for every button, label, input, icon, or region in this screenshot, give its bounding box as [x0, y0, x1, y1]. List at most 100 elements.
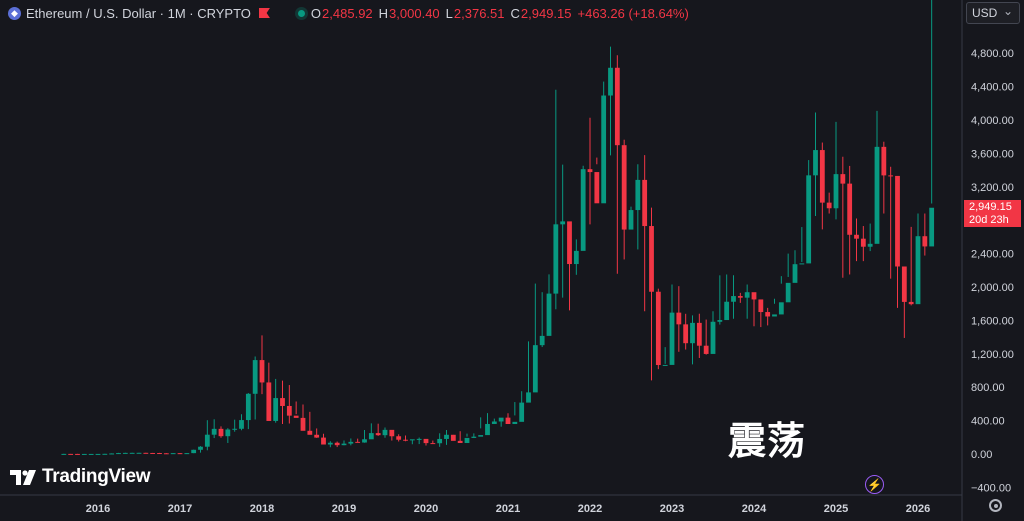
candle-body: [327, 442, 333, 445]
time-axis: 2016 2017 2018 2019 2020 2021 2022 2023 2024 2025…: [86, 503, 930, 515]
candle-body: [239, 420, 244, 429]
candle-body: [915, 236, 921, 305]
candle-body: [163, 453, 169, 455]
candle-body: [806, 175, 812, 264]
candle-body: [368, 433, 374, 440]
candle-body: [116, 453, 121, 455]
candle-body: [259, 360, 265, 383]
candle-body: [922, 236, 928, 247]
candle-body: [724, 301, 730, 321]
high-label: H: [378, 5, 389, 21]
candle-body: [341, 443, 347, 446]
candle-body: [307, 430, 313, 435]
candle-body: [403, 439, 408, 441]
price-tick-label: 3,600.00: [971, 148, 1014, 160]
candle-body: [478, 435, 484, 437]
candle-body: [177, 453, 183, 455]
time-tick-label: 2017: [168, 503, 192, 515]
last-price-tag: 2,949.15 20d 23h: [964, 200, 1021, 227]
time-tick-label: 2016: [86, 503, 110, 515]
candle-body: [300, 417, 306, 431]
candle-body: [321, 437, 326, 445]
status-dot-icon: [297, 9, 305, 17]
candles: [61, 0, 935, 455]
time-tick-label: 2022: [578, 503, 602, 515]
symbol-title[interactable]: Ethereum / U.S. Dollar · 1M · CRYPTO: [26, 5, 251, 21]
candle-body: [731, 296, 736, 302]
candle-body: [792, 264, 798, 283]
candle-body: [450, 434, 456, 441]
price-tick-label: 3,200.00: [971, 182, 1014, 194]
candle-body: [444, 434, 449, 439]
candle-body: [273, 398, 279, 421]
candle-body: [860, 238, 866, 247]
candle-body: [334, 442, 340, 446]
candle-body: [888, 175, 894, 177]
candle-body: [799, 263, 805, 265]
candle-body: [362, 439, 367, 443]
candle-body: [355, 441, 361, 443]
candle-body: [901, 266, 907, 302]
candle-body: [867, 243, 873, 247]
currency-select[interactable]: USD: [966, 2, 1020, 24]
candle-body: [457, 440, 463, 444]
close-label: C: [510, 5, 520, 21]
price-tick-label: −400.00: [971, 482, 1011, 494]
candle-body: [416, 438, 422, 440]
last-price-value: 2,949.15: [969, 201, 1012, 213]
candle-body: [833, 174, 839, 209]
candle-body: [580, 169, 586, 251]
low-value: 2,376.51: [453, 5, 505, 21]
candle-body: [608, 67, 613, 96]
flag-icon[interactable]: [258, 8, 270, 18]
candle-body: [150, 452, 156, 454]
settings-icon[interactable]: [989, 499, 1002, 512]
candle-body: [512, 421, 518, 425]
candle-body: [348, 441, 354, 444]
open-value: 2,485.92: [322, 5, 373, 21]
candle-body: [314, 434, 320, 438]
candle-body: [423, 438, 429, 444]
candle-body: [594, 172, 600, 204]
low-label: L: [445, 5, 453, 21]
candle-body: [813, 150, 818, 176]
candle-body: [676, 312, 682, 325]
candle-body: [88, 453, 94, 455]
candle-body: [778, 302, 784, 315]
candle-body: [191, 449, 197, 454]
candle-body: [81, 453, 87, 455]
candle-body: [218, 428, 224, 437]
candle-body: [211, 428, 217, 435]
candle-body: [785, 282, 791, 303]
candle-body: [703, 345, 709, 354]
price-tick-label: 4,800.00: [971, 48, 1014, 60]
price-tick-label: 2,400.00: [971, 249, 1014, 261]
candle-body: [546, 293, 552, 336]
candle-body: [717, 320, 723, 322]
time-tick-label: 2018: [250, 503, 274, 515]
candle-body: [232, 428, 238, 430]
time-tick-label: 2021: [496, 503, 520, 515]
candle-body: [601, 95, 607, 204]
candle-body: [628, 210, 634, 230]
candle-body: [143, 452, 149, 454]
tradingview-logo[interactable]: TradingView: [10, 466, 151, 488]
candle-body: [75, 453, 80, 455]
candle-body: [109, 453, 115, 455]
time-tick-label: 2026: [906, 503, 930, 515]
candle-body: [737, 296, 743, 298]
lightning-icon[interactable]: ⚡: [865, 475, 884, 494]
candle-body: [61, 453, 67, 455]
candle-body: [532, 345, 538, 393]
candle-body: [129, 452, 135, 454]
candle-body: [122, 452, 128, 454]
price-tick-label: 1,200.00: [971, 349, 1014, 361]
candle-body: [826, 202, 832, 209]
candle-body: [375, 433, 381, 436]
logo-text: TradingView: [42, 466, 151, 487]
candle-body: [396, 436, 402, 440]
candle-body: [102, 453, 108, 455]
candle-body: [765, 312, 771, 317]
candle-body: [840, 174, 846, 184]
